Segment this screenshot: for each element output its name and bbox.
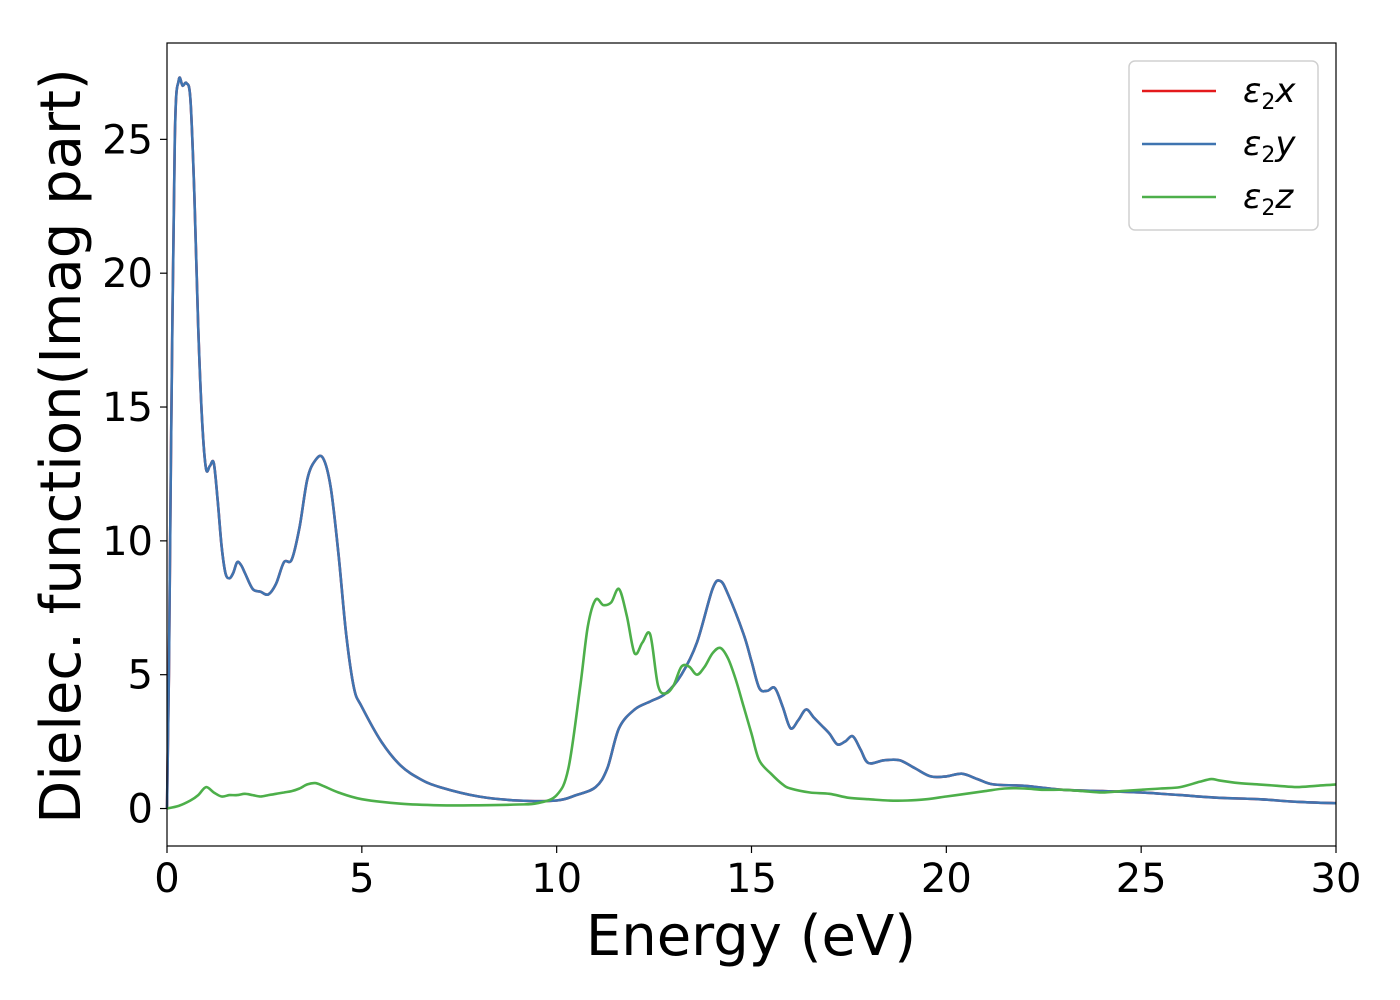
- series-layer: [165, 76, 1337, 810]
- y-tick-label: 5: [128, 653, 153, 699]
- legend: ε2x ε2y ε2z: [1128, 60, 1319, 231]
- legend-box: [1128, 60, 1319, 231]
- y-tick-label: 15: [102, 385, 153, 431]
- x-tick-label: 5: [349, 856, 374, 902]
- x-tick-label: 20: [921, 856, 972, 902]
- x-tick-label: 30: [1311, 856, 1362, 902]
- legend-label-y: ε2y: [1243, 124, 1296, 168]
- series-line-y: [165, 76, 1337, 809]
- x-tick-label: 0: [154, 856, 179, 902]
- y-axis-title: Dielec. function(Imag part): [29, 68, 94, 824]
- x-axis-ticks: 0 5 10 15 20 25 30: [154, 846, 1361, 902]
- y-tick-label: 20: [102, 251, 153, 297]
- x-tick-label: 15: [726, 856, 777, 902]
- y-axis-ticks: 0 5 10 15 20 25: [102, 117, 167, 833]
- y-tick-label: 10: [102, 519, 153, 565]
- x-tick-label: 10: [531, 856, 582, 902]
- legend-label-x: ε2x: [1243, 71, 1296, 115]
- y-tick-label: 25: [102, 117, 153, 163]
- legend-label-z: ε2z: [1243, 177, 1294, 221]
- y-tick-label: 0: [128, 787, 153, 833]
- x-tick-label: 25: [1116, 856, 1167, 902]
- x-axis-title: Energy (eV): [586, 904, 916, 969]
- series-line-z: [166, 587, 1337, 810]
